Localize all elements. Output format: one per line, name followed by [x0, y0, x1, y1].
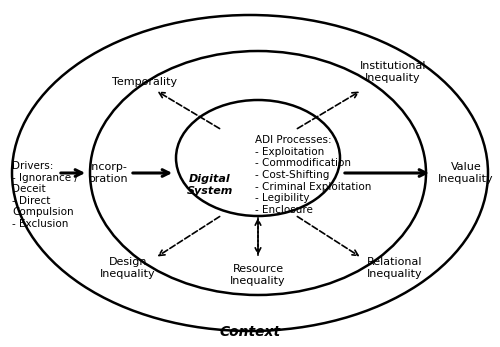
Text: Digital
System: Digital System [187, 174, 233, 196]
Text: Institutional
Inequality: Institutional Inequality [360, 61, 426, 83]
Text: ADI Processes:
- Exploitation
- Commodification
- Cost-Shifting
- Criminal Explo: ADI Processes: - Exploitation - Commodif… [255, 135, 372, 215]
Text: Relational
Inequality: Relational Inequality [367, 257, 423, 279]
Text: Value
Inequality: Value Inequality [438, 162, 494, 184]
Text: Context: Context [220, 325, 280, 339]
Text: Design
Inequality: Design Inequality [100, 257, 156, 279]
Text: Temporality: Temporality [112, 77, 178, 87]
Text: Resource
Inequality: Resource Inequality [230, 264, 286, 286]
Text: Drivers:
- Ignorance /
Deceit
- Direct
Compulsion
- Exclusion: Drivers: - Ignorance / Deceit - Direct C… [12, 161, 78, 229]
Text: Incorp-
oration: Incorp- oration [88, 162, 128, 184]
